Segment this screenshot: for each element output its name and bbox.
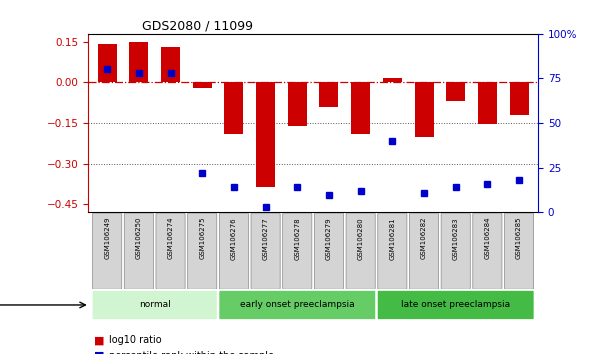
Bar xyxy=(161,47,180,82)
FancyBboxPatch shape xyxy=(473,213,502,289)
Text: ■: ■ xyxy=(94,351,105,354)
FancyBboxPatch shape xyxy=(156,213,185,289)
Text: GSM106278: GSM106278 xyxy=(294,217,300,259)
FancyBboxPatch shape xyxy=(283,213,312,289)
Text: GSM106285: GSM106285 xyxy=(516,217,522,259)
Bar xyxy=(383,78,402,82)
Text: GDS2080 / 11099: GDS2080 / 11099 xyxy=(142,19,253,33)
FancyBboxPatch shape xyxy=(378,213,407,289)
Text: log10 ratio: log10 ratio xyxy=(109,335,162,345)
Text: GSM106283: GSM106283 xyxy=(453,217,458,259)
FancyBboxPatch shape xyxy=(505,213,534,289)
FancyBboxPatch shape xyxy=(409,213,438,289)
Bar xyxy=(446,82,465,101)
Text: GSM106276: GSM106276 xyxy=(231,217,237,259)
FancyBboxPatch shape xyxy=(346,213,375,289)
FancyBboxPatch shape xyxy=(251,213,280,289)
Text: normal: normal xyxy=(139,301,171,309)
FancyBboxPatch shape xyxy=(124,213,153,289)
Text: late onset preeclampsia: late onset preeclampsia xyxy=(401,301,510,309)
Text: GSM106277: GSM106277 xyxy=(263,217,269,259)
Text: percentile rank within the sample: percentile rank within the sample xyxy=(109,351,274,354)
Bar xyxy=(193,82,212,88)
Bar xyxy=(478,82,497,124)
Bar xyxy=(224,82,243,134)
FancyBboxPatch shape xyxy=(441,213,470,289)
Text: GSM106281: GSM106281 xyxy=(389,217,395,259)
FancyBboxPatch shape xyxy=(314,213,344,289)
Bar xyxy=(319,82,339,107)
Text: GSM106280: GSM106280 xyxy=(358,217,364,259)
Bar xyxy=(130,42,148,82)
Text: GSM106249: GSM106249 xyxy=(104,217,110,259)
Text: GSM106274: GSM106274 xyxy=(168,217,173,259)
Bar xyxy=(256,82,275,187)
Text: ■: ■ xyxy=(94,335,105,345)
Text: GSM106275: GSM106275 xyxy=(199,217,206,259)
Text: GSM106284: GSM106284 xyxy=(485,217,491,259)
FancyBboxPatch shape xyxy=(92,291,217,319)
Text: GSM106279: GSM106279 xyxy=(326,217,332,259)
Bar xyxy=(510,82,528,115)
FancyBboxPatch shape xyxy=(219,213,249,289)
Text: GSM106282: GSM106282 xyxy=(421,217,427,259)
Text: GSM106250: GSM106250 xyxy=(136,217,142,259)
Bar xyxy=(415,82,434,137)
FancyBboxPatch shape xyxy=(219,291,375,319)
Bar xyxy=(288,82,307,126)
FancyBboxPatch shape xyxy=(92,213,122,289)
Bar xyxy=(351,82,370,134)
FancyBboxPatch shape xyxy=(378,291,534,319)
Bar xyxy=(98,44,117,82)
Text: early onset preeclampsia: early onset preeclampsia xyxy=(240,301,354,309)
FancyBboxPatch shape xyxy=(188,213,217,289)
